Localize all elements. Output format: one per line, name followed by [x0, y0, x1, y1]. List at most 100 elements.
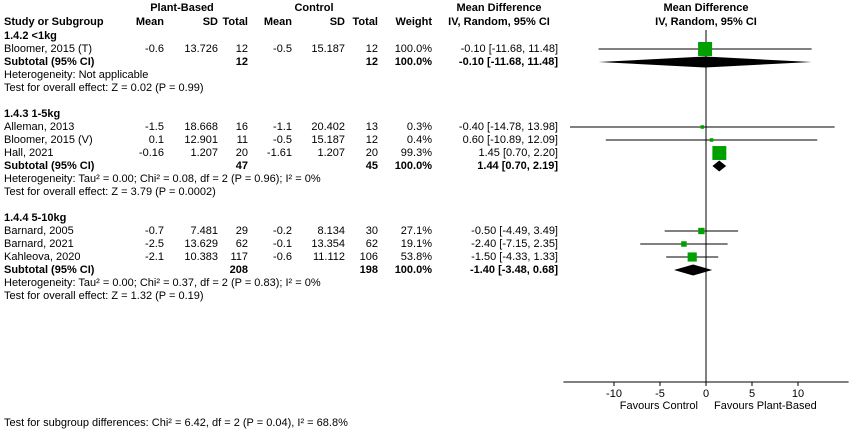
header-ci-plot: IV, Random, 95% CI — [655, 16, 757, 28]
study-name: Alleman, 2013 — [4, 121, 75, 133]
subtotal-ci-text-cell: -1.40 [-3.48, 0.68] — [469, 264, 558, 276]
favours-left-label: Favours Control — [620, 400, 698, 412]
header-group-plant-based: Plant-Based — [150, 2, 214, 14]
subtotal-control-total-cell: 198 — [359, 264, 378, 276]
study-square — [709, 138, 714, 142]
study-name: Bloomer, 2015 (V) — [4, 134, 93, 146]
control-sd-cell: 1.207 — [317, 147, 345, 159]
pb-mean-cell: 0.1 — [148, 134, 164, 146]
subtotal-diamond — [598, 56, 812, 68]
control-total-cell: 20 — [365, 147, 378, 159]
pb-total-cell: 11 — [236, 134, 248, 146]
ci-text-cell: -2.40 [-7.15, 2.35] — [471, 238, 558, 250]
ci-text-cell: -0.40 [-14.78, 13.98] — [458, 121, 558, 133]
table-row: Bloomer, 2015 (T) -0.6 13.726 12 -0.5 15.187 1… — [0, 43, 580, 56]
control-total-cell: 106 — [359, 251, 378, 263]
control-mean-cell: -0.1 — [273, 238, 292, 250]
control-sd-cell: 15.187 — [311, 134, 345, 146]
control-sd-cell: 13.354 — [311, 238, 345, 250]
study-name: Kahleova, 2020 — [4, 251, 81, 263]
heterogeneity-note: Heterogeneity: Tau² = 0.00; Chi² = 0.37,… — [4, 277, 321, 289]
subtotal-diamond — [673, 264, 713, 276]
subtotal-label: Subtotal (95% CI) — [4, 264, 95, 276]
heterogeneity-note: Heterogeneity: Not applicable — [4, 69, 149, 81]
ci-text-cell: 1.45 [0.70, 2.20] — [478, 147, 558, 159]
overall-effect-note: Test for overall effect: Z = 3.79 (P = 0… — [4, 186, 216, 198]
study-square — [698, 227, 705, 235]
axis-tick-label: -10 — [606, 388, 622, 400]
pb-mean-cell: -0.16 — [138, 147, 164, 159]
pb-mean-cell: -0.7 — [145, 225, 164, 237]
table-row: 1.4.3 1-5kg — [0, 108, 580, 121]
study-name: Bloomer, 2015 (T) — [4, 43, 93, 55]
subtotal-weight-cell: 100.0% — [394, 56, 432, 68]
study-square — [681, 241, 687, 247]
ci-text-cell: -0.10 [-11.68, 11.48] — [460, 43, 558, 55]
table-row: Subtotal (95% CI) 47 45 100.0% 1.44 [0.70, 2… — [0, 160, 580, 173]
table-row: Subtotal (95% CI) 208 198 100.0% -1.40 [-3.4… — [0, 264, 580, 277]
pb-total-cell: 62 — [235, 238, 248, 250]
pb-total-cell: 16 — [235, 121, 248, 133]
study-name: Barnard, 2005 — [4, 225, 74, 237]
heterogeneity-note: Heterogeneity: Tau² = 0.00; Chi² = 0.08,… — [4, 173, 321, 185]
overall-effect-note: Test for overall effect: Z = 0.02 (P = 0… — [4, 82, 204, 94]
header-pb-mean: Mean — [135, 16, 164, 28]
weight-cell: 19.1% — [400, 238, 432, 250]
header-c-sd: SD — [329, 16, 345, 28]
control-mean-cell: -0.6 — [273, 251, 292, 263]
axis-tick-label: 0 — [703, 388, 709, 400]
pb-total-cell: 12 — [235, 43, 248, 55]
header-study-or-subgroup: Study or Subgroup — [4, 16, 104, 28]
subtotal-weight-cell: 100.0% — [394, 264, 432, 276]
pb-sd-cell: 13.726 — [184, 43, 218, 55]
control-mean-cell: -0.2 — [273, 225, 292, 237]
study-square — [698, 42, 713, 56]
table-row: 1.4.2 <1kg — [0, 30, 580, 43]
subtotal-label: Subtotal (95% CI) — [4, 160, 95, 172]
control-mean-cell: -0.5 — [273, 43, 292, 55]
subgroup-label: 1.4.4 5-10kg — [4, 212, 67, 224]
header-group-control: Control — [294, 2, 334, 14]
pb-sd-cell: 13.629 — [184, 238, 218, 250]
control-total-cell: 30 — [365, 225, 378, 237]
control-total-cell: 12 — [365, 134, 378, 146]
control-sd-cell: 11.112 — [312, 251, 345, 263]
pb-sd-cell: 12.901 — [184, 134, 218, 146]
weight-cell: 99.3% — [400, 147, 432, 159]
header-c-mean: Mean — [263, 16, 292, 28]
table-row: Heterogeneity: Tau² = 0.00; Chi² = 0.08,… — [0, 173, 580, 186]
control-sd-cell: 8.134 — [317, 225, 345, 237]
header-mean-difference-plot: Mean Difference — [663, 2, 749, 14]
pb-mean-cell: -2.5 — [145, 238, 164, 250]
ci-text-cell: -1.50 [-4.33, 1.33] — [471, 251, 558, 263]
pb-total-cell: 117 — [230, 251, 248, 263]
table-row: Heterogeneity: Tau² = 0.00; Chi² = 0.37,… — [0, 277, 580, 290]
control-mean-cell: -0.5 — [273, 134, 292, 146]
control-total-cell: 13 — [365, 121, 378, 133]
table-row: Alleman, 2013 -1.5 18.668 16 -1.1 20.402 13 0.3… — [0, 121, 580, 134]
subtotal-pb-total-cell: 12 — [235, 56, 248, 68]
header-c-total: Total — [352, 16, 378, 28]
subtotal-control-total-cell: 45 — [365, 160, 378, 172]
weight-cell: 100.0% — [394, 43, 432, 55]
pb-sd-cell: 10.383 — [184, 251, 218, 263]
ci-text-cell: -0.50 [-4.49, 3.49] — [471, 225, 558, 237]
study-square — [687, 252, 697, 262]
axis-tick-label: 5 — [749, 388, 755, 400]
weight-cell: 53.8% — [400, 251, 432, 263]
subtotal-diamond — [712, 160, 727, 172]
table-row: Test for overall effect: Z = 0.02 (P = 0… — [0, 82, 580, 95]
header-mean-difference: Mean Difference — [456, 2, 542, 14]
favours-right-label: Favours Plant-Based — [714, 400, 817, 412]
header-ci: IV, Random, 95% CI — [448, 16, 550, 28]
study-name: Hall, 2021 — [4, 147, 54, 159]
pb-mean-cell: -2.1 — [145, 251, 164, 263]
overall-effect-note: Test for overall effect: Z = 1.32 (P = 0… — [4, 290, 204, 302]
subgroup-differences-note: Test for subgroup differences: Chi² = 6.… — [4, 417, 348, 429]
subtotal-pb-total-cell: 47 — [235, 160, 248, 172]
pb-total-cell: 29 — [235, 225, 248, 237]
table-row: Test for overall effect: Z = 3.79 (P = 0… — [0, 186, 580, 199]
table-row: Barnard, 2005 -0.7 7.481 29 -0.2 8.134 30 27.1%… — [0, 225, 580, 238]
pb-mean-cell: -0.6 — [145, 43, 164, 55]
header-pb-sd: SD — [202, 16, 218, 28]
